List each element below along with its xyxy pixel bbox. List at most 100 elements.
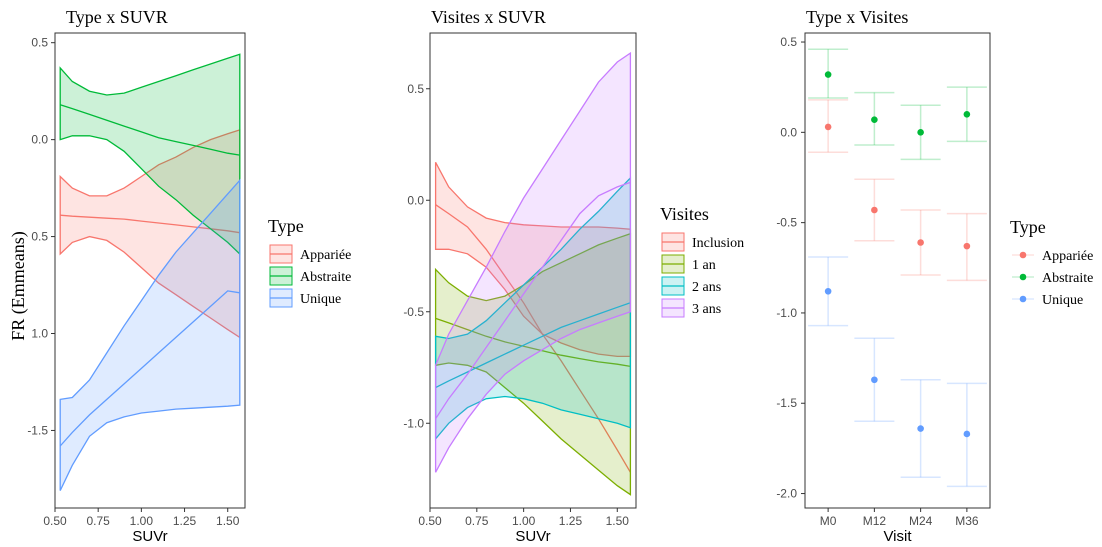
x-tick-label: 1.00 — [512, 514, 536, 528]
data-point — [963, 110, 971, 118]
fit-line — [59, 290, 240, 447]
legend-key-point — [1019, 273, 1027, 281]
legend-label: Abstraite — [1042, 271, 1093, 286]
fit-line — [435, 317, 631, 368]
y-tick-label: 0.0 — [31, 133, 48, 147]
panel-type-x-visites: Type x Visites -2.0 -1.5 -1.0 -0.5 0.0 0.5 M0 M1… — [776, 7, 1093, 545]
legend-item-inclusion: Inclusion — [661, 232, 744, 252]
x-tick-label: 1.50 — [216, 514, 240, 528]
plot-panel — [429, 32, 637, 509]
panel-title: Type x Visites — [806, 7, 908, 27]
y-tick-label: 0.5 — [31, 36, 48, 50]
legend-label: Abstraite — [300, 270, 351, 285]
data-point — [917, 425, 924, 432]
legend-item-abstraite: Abstraite — [1012, 271, 1093, 286]
data-point — [871, 376, 878, 384]
legend-label: Appariée — [1042, 249, 1093, 264]
legend-label: Unique — [1042, 293, 1083, 308]
y-tick-label: -1.5 — [27, 423, 48, 437]
data-point — [824, 123, 832, 131]
confidence-band — [434, 232, 632, 496]
x-tick-label: 0.75 — [87, 514, 111, 528]
y-tick-label: -0.5 — [403, 305, 424, 319]
series-2-ans — [434, 176, 632, 441]
legend: Type Appariée Abstraite Unique — [1010, 217, 1093, 308]
legend-title: Type — [1010, 217, 1046, 237]
panel-title: Type x SUVR — [66, 7, 168, 27]
legend-item-unique: Unique — [269, 288, 341, 308]
series-1-an — [434, 232, 632, 496]
series-unique — [808, 256, 987, 488]
y-tick-label: 0.5 — [407, 82, 424, 96]
x-axis-label: SUVr — [132, 528, 167, 545]
legend-label: Appariée — [300, 248, 351, 263]
legend: Type Appariée Abstraite Unique — [268, 216, 351, 308]
series-3-ans — [434, 51, 632, 473]
legend-label: 3 ans — [692, 302, 721, 317]
y-tick-label: 0.0 — [407, 193, 424, 207]
y-tick-label: -1.0 — [776, 306, 797, 320]
x-tick-label: 0.50 — [43, 514, 67, 528]
x-tick-label: 0.50 — [418, 514, 442, 528]
y-axis-label: FR (Emmeans) — [8, 231, 29, 341]
y-tick-label: -0.5 — [776, 216, 797, 230]
y-tick-label: 0.5 — [780, 35, 797, 49]
y-tick-label: -1.0 — [403, 416, 424, 430]
plot-panel — [54, 32, 246, 509]
fit-line — [435, 204, 631, 473]
legend-title: Visites — [660, 204, 709, 224]
x-tick-label: M24 — [909, 514, 933, 528]
data-point — [917, 129, 924, 136]
x-tick-label: 1.50 — [606, 514, 630, 528]
x-tick-label: 1.25 — [173, 514, 197, 528]
data-point — [871, 206, 878, 214]
series-appariee — [808, 99, 987, 282]
panel-type-x-suvr: Type x SUVR -1.5 1.0 0.5 0.0 0.5 0.50 0.75 1.00 1… — [27, 7, 351, 545]
data-point — [871, 116, 878, 123]
legend-label: Inclusion — [692, 236, 744, 251]
series-abstraite — [808, 48, 987, 161]
data-point — [963, 430, 971, 438]
legend-key-point — [1019, 251, 1027, 259]
x-tick-label: 1.00 — [130, 514, 154, 528]
panel-title: Visites x SUVR — [431, 7, 546, 27]
y-tick-label: -1.5 — [776, 396, 797, 410]
fit-line — [435, 302, 631, 389]
confidence-band — [434, 51, 632, 473]
fit-line — [60, 214, 240, 234]
series-unique — [59, 178, 241, 491]
x-tick-label: M12 — [863, 514, 887, 528]
panel-visites-x-suvr: Visites x SUVR -1.0 -0.5 0.0 0.5 0.50 0.75 1.00… — [403, 7, 744, 545]
fit-line — [435, 181, 631, 420]
y-tick-label: 0.5 — [31, 230, 48, 244]
x-tick-label: M0 — [820, 514, 837, 528]
legend: Visites Inclusion 1 an 2 ans 3 ans — [660, 204, 744, 318]
legend-item-unique: Unique — [1012, 293, 1083, 308]
confidence-band — [434, 176, 632, 441]
legend-label: Unique — [300, 292, 341, 307]
legend-label: 2 ans — [692, 280, 721, 295]
x-axis-label: Visit — [883, 528, 912, 545]
data-point — [917, 239, 924, 246]
data-point — [824, 287, 832, 295]
data-point — [963, 242, 971, 250]
data-point — [824, 71, 832, 78]
fit-line — [60, 104, 240, 156]
legend-key-point — [1019, 295, 1027, 303]
y-tick-label: 0.0 — [780, 125, 797, 139]
y-tick-label: -2.0 — [776, 487, 797, 501]
legend-title: Type — [268, 216, 304, 236]
legend-item-3-ans: 3 ans — [661, 298, 721, 318]
legend-item-1-an: 1 an — [661, 254, 716, 274]
legend-label: 1 an — [692, 258, 716, 273]
x-tick-label: M36 — [955, 514, 979, 528]
x-axis-label: SUVr — [515, 528, 550, 545]
x-tick-label: 1.25 — [559, 514, 583, 528]
plot-panel — [804, 32, 991, 509]
legend-item-abstraite: Abstraite — [269, 266, 351, 286]
confidence-band — [59, 178, 241, 491]
y-tick-label: 1.0 — [31, 327, 48, 341]
legend-item-appariee: Appariée — [1012, 249, 1093, 264]
x-tick-label: 0.75 — [465, 514, 489, 528]
